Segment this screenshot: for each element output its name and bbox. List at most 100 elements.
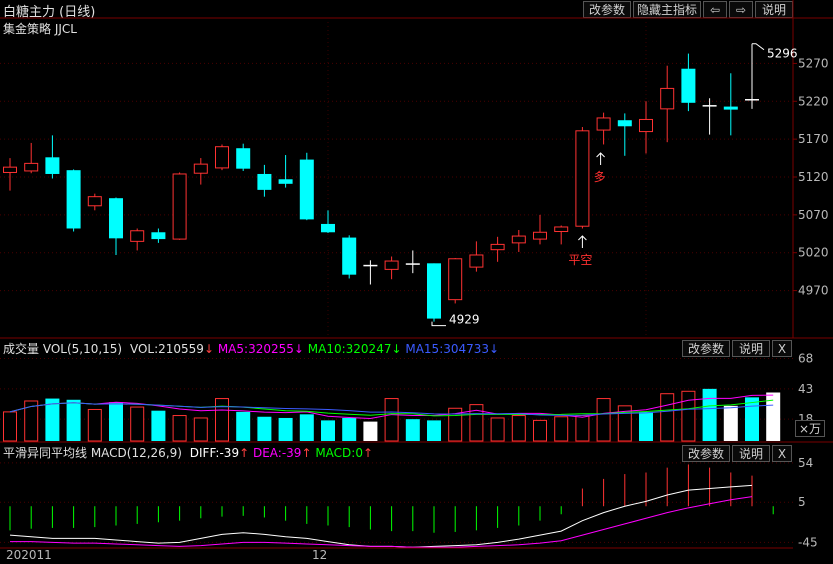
volume-bar — [596, 398, 611, 442]
candle-body — [490, 243, 505, 251]
vol-params-button[interactable]: 改参数 — [682, 340, 730, 357]
candle-body — [384, 260, 399, 270]
price-tick-label: 4970 — [798, 284, 829, 298]
high-price-label: 5296 — [767, 47, 798, 61]
vol-ma15: MA15:304733 — [405, 342, 490, 356]
scroll-right-button[interactable]: ⇨ — [729, 1, 753, 18]
volume-bar — [448, 407, 463, 442]
vol-ma15-line — [9, 402, 774, 416]
candle-body — [469, 254, 484, 268]
volume-bar — [384, 398, 399, 442]
candle-body — [45, 157, 60, 174]
candle-body — [617, 120, 632, 127]
candle-body — [533, 231, 547, 240]
scroll-left-button[interactable]: ⇦ — [703, 1, 727, 18]
volume-bar — [575, 415, 590, 442]
volume-bar — [639, 411, 653, 441]
volume-bar — [66, 399, 81, 441]
candle-body — [172, 173, 187, 240]
flat-signal-label: 平空 — [568, 253, 592, 267]
macd-dea-line — [10, 496, 753, 548]
volume-bar — [533, 419, 547, 442]
candle-body — [278, 179, 293, 184]
candle-body — [151, 232, 166, 240]
volume-bar — [766, 392, 781, 441]
volume-bar — [490, 417, 505, 442]
candle-body — [3, 166, 17, 173]
volume-bar — [172, 415, 187, 442]
candle-body — [299, 159, 314, 220]
macd-help-button[interactable]: 说明 — [732, 445, 770, 462]
candle-body — [427, 263, 441, 319]
volume-bar — [151, 410, 166, 441]
volume-bar — [469, 404, 484, 442]
price-tick-label: 5070 — [798, 208, 829, 222]
volume-bar — [702, 388, 717, 441]
vol-ma10-arrow: ↓ — [391, 342, 402, 356]
macd-dea-arrow: ↑ — [301, 446, 312, 460]
macd-params-button[interactable]: 改参数 — [682, 445, 730, 462]
vol-ma10: MA10:320247 — [307, 342, 392, 356]
vol-tick-label: 43 — [798, 382, 813, 396]
volume-bar — [236, 411, 251, 441]
volume-bar — [257, 416, 272, 441]
macd-value: MACD:0 — [315, 446, 363, 460]
macd-value-arrow: ↑ — [362, 446, 374, 460]
candle-body — [723, 106, 738, 110]
volume-bar — [363, 421, 378, 441]
chart-title: 白糖主力 (日线) — [3, 5, 96, 20]
candle-body — [24, 162, 39, 172]
vol-ma5-arrow: ↓ — [293, 342, 304, 356]
vol-ma5-line — [9, 394, 774, 419]
macd-dea: DEA:-39 — [252, 446, 302, 460]
candlestick-chart[interactable]: 4970 5020 5070 5120 5170 5220 5270 4929 5296 多平空 — [0, 0, 833, 338]
macd-close-button[interactable]: X — [772, 445, 792, 462]
volume-bar — [660, 393, 675, 442]
candle-body — [511, 235, 526, 244]
vol-help-button[interactable]: 说明 — [732, 340, 770, 357]
volume-bar — [681, 390, 696, 442]
price-tick-label: 5120 — [798, 170, 829, 184]
flat-signal-arrow — [578, 235, 587, 248]
volume-bar — [109, 402, 123, 441]
macd-tick-label: 54 — [798, 456, 813, 470]
low-price-label: 4929 — [449, 313, 480, 327]
candle-body — [236, 148, 251, 169]
candle-body — [257, 173, 272, 190]
vol-tick-label: 68 — [798, 352, 813, 366]
vol-ma5: MA5:320255 — [217, 342, 294, 356]
macd-tick-label: 5 — [798, 495, 806, 509]
volume-bar — [299, 414, 314, 441]
candle-body — [660, 87, 675, 110]
volume-bar — [723, 405, 738, 441]
macd-tick-label: -45 — [798, 535, 818, 549]
volume-bar — [405, 419, 420, 441]
price-tick-label: 5270 — [798, 56, 829, 70]
volume-bar — [193, 417, 208, 442]
vol-header: 成交量 VOL(5,10,15) VOL:210559↓ MA5:320255↓… — [3, 340, 499, 357]
hide-indicator-button[interactable]: 隐藏主指标 — [633, 1, 701, 18]
macd-diff-line — [9, 484, 753, 548]
params-button[interactable]: 改参数 — [583, 1, 631, 18]
candle-body — [87, 196, 102, 207]
candle-body — [342, 237, 357, 275]
volume-bar — [745, 397, 759, 441]
volume-bar — [3, 411, 17, 442]
vol-close-button[interactable]: X — [772, 340, 792, 357]
volume-bar — [130, 406, 145, 442]
strategy-label: 集金策略 JJCL — [3, 22, 77, 36]
volume-bar — [215, 398, 229, 442]
candle-body — [681, 68, 696, 103]
candle-body — [193, 163, 208, 174]
macd-indicator-name: 平滑异同平均线 MACD(12,26,9) — [3, 446, 182, 460]
candle-body — [575, 130, 590, 227]
buy-signal-arrow — [596, 152, 605, 165]
candle-body — [215, 146, 229, 169]
price-tick-label: 5170 — [798, 132, 829, 146]
candle-body — [321, 223, 335, 233]
high-marker — [752, 43, 765, 51]
price-tick-label: 5220 — [798, 94, 829, 108]
vol-value: VOL:210559 — [129, 342, 204, 356]
volume-bar — [554, 416, 569, 442]
volume-bar — [278, 417, 293, 441]
